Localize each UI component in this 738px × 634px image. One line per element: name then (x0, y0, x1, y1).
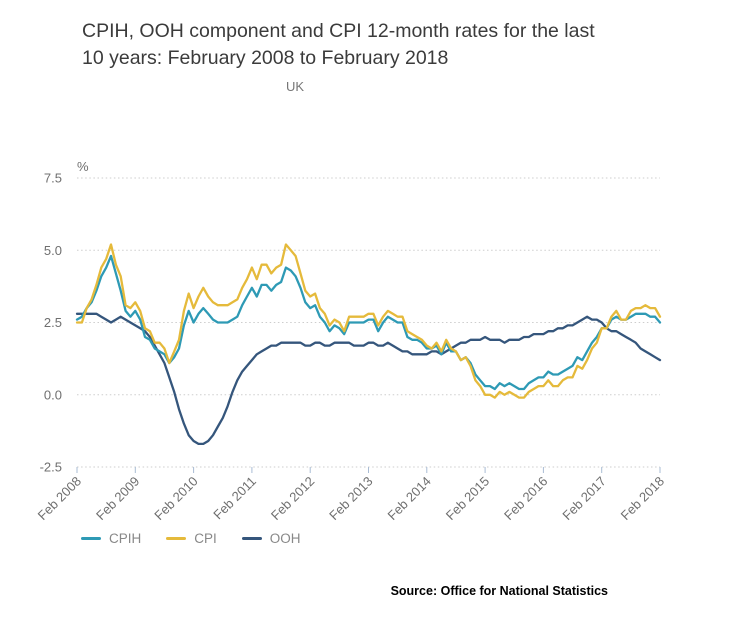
x-axis-tick-label: Feb 2016 (501, 474, 550, 523)
legend-label-cpi: CPI (194, 531, 217, 546)
x-axis-tick-label: Feb 2008 (35, 474, 84, 523)
y-axis-unit-label: % (77, 159, 89, 174)
y-axis-tick-label: -2.5 (40, 460, 62, 475)
source-attribution: Source: Office for National Statistics (390, 584, 608, 598)
x-axis-tick-label: Feb 2015 (443, 474, 492, 523)
legend-item-cpih[interactable]: CPIH (81, 531, 141, 546)
y-axis-tick-label: 0.0 (44, 387, 62, 402)
x-axis-tick-label: Feb 2012 (268, 474, 317, 523)
y-axis-tick-label: 7.5 (44, 171, 62, 186)
y-axis-tick-label: 2.5 (44, 315, 62, 330)
series-line-cpi (75, 243, 662, 399)
x-axis-tick-label: Feb 2018 (618, 474, 667, 523)
series-line-cpih (75, 254, 662, 391)
chart-title: CPIH, OOH component and CPI 12-month rat… (82, 20, 595, 69)
cpih-line-swatch-icon (81, 537, 101, 540)
x-axis-tick-label: Feb 2013 (326, 474, 375, 523)
series-line-ooh (75, 312, 662, 446)
chart-canvas: 7.55.02.50.0-2.5%Feb 2008 Feb 2009 Feb 201… (35, 159, 667, 523)
legend-label-ooh: OOH (269, 531, 301, 546)
y-axis-tick-label: 5.0 (44, 243, 62, 258)
ooh-line-swatch-icon (241, 537, 262, 540)
x-axis-tick-label: Feb 2011 (210, 474, 259, 523)
legend-item-cpi[interactable]: CPI (166, 531, 217, 546)
x-axis-tick-label: Feb 2010 (151, 474, 200, 523)
chart-subtitle: UK (286, 79, 305, 94)
cpi-line-swatch-icon (166, 537, 187, 540)
legend-item-ooh[interactable]: OOH (241, 531, 301, 546)
x-axis-tick-label: Feb 2009 (93, 474, 142, 523)
legend-label-cpih: CPIH (109, 531, 142, 546)
x-axis-tick-label: Feb 2017 (559, 474, 608, 523)
x-axis-tick-label: Feb 2014 (384, 474, 433, 523)
chart-legend: CPIH CPI OOH (81, 531, 301, 546)
